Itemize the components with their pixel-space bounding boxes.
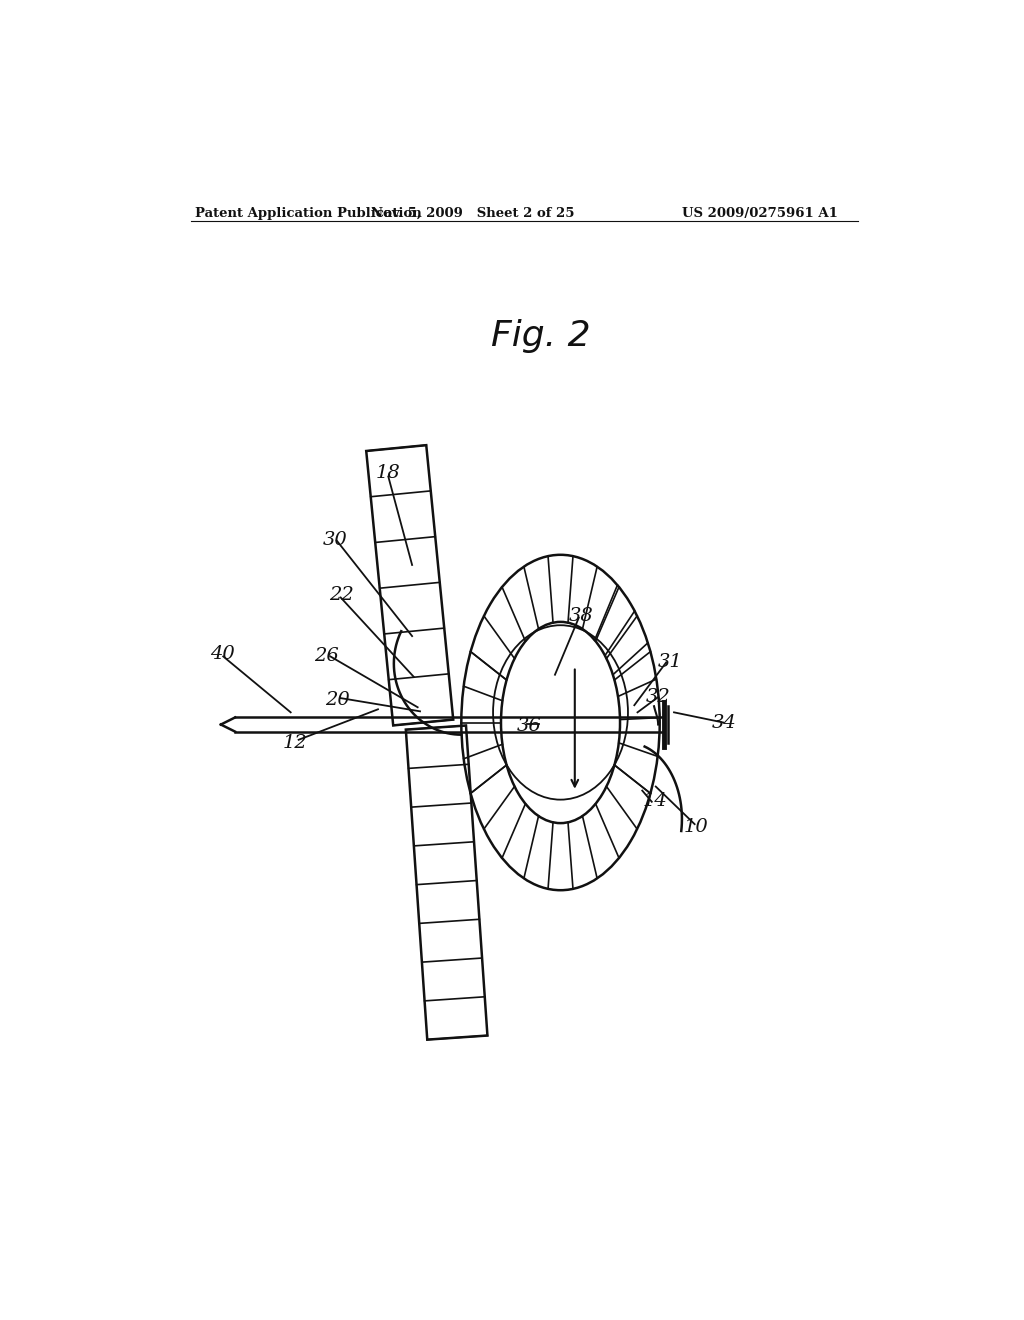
Text: Patent Application Publication: Patent Application Publication (196, 207, 422, 220)
Text: 20: 20 (325, 692, 349, 709)
Text: 14: 14 (642, 792, 667, 809)
Text: 32: 32 (646, 688, 671, 706)
Text: 10: 10 (684, 818, 709, 836)
Text: 34: 34 (712, 714, 736, 731)
Text: Fig. 2: Fig. 2 (490, 319, 591, 354)
Text: 36: 36 (517, 717, 542, 734)
Text: 18: 18 (376, 465, 400, 483)
Text: 30: 30 (323, 531, 347, 549)
Text: 12: 12 (283, 734, 307, 752)
Text: 26: 26 (314, 647, 339, 665)
Text: US 2009/0275961 A1: US 2009/0275961 A1 (682, 207, 839, 220)
Text: 38: 38 (569, 607, 594, 624)
Text: 31: 31 (658, 652, 683, 671)
Text: 22: 22 (329, 586, 353, 605)
Text: 40: 40 (210, 645, 234, 664)
Text: Nov. 5, 2009   Sheet 2 of 25: Nov. 5, 2009 Sheet 2 of 25 (372, 207, 574, 220)
